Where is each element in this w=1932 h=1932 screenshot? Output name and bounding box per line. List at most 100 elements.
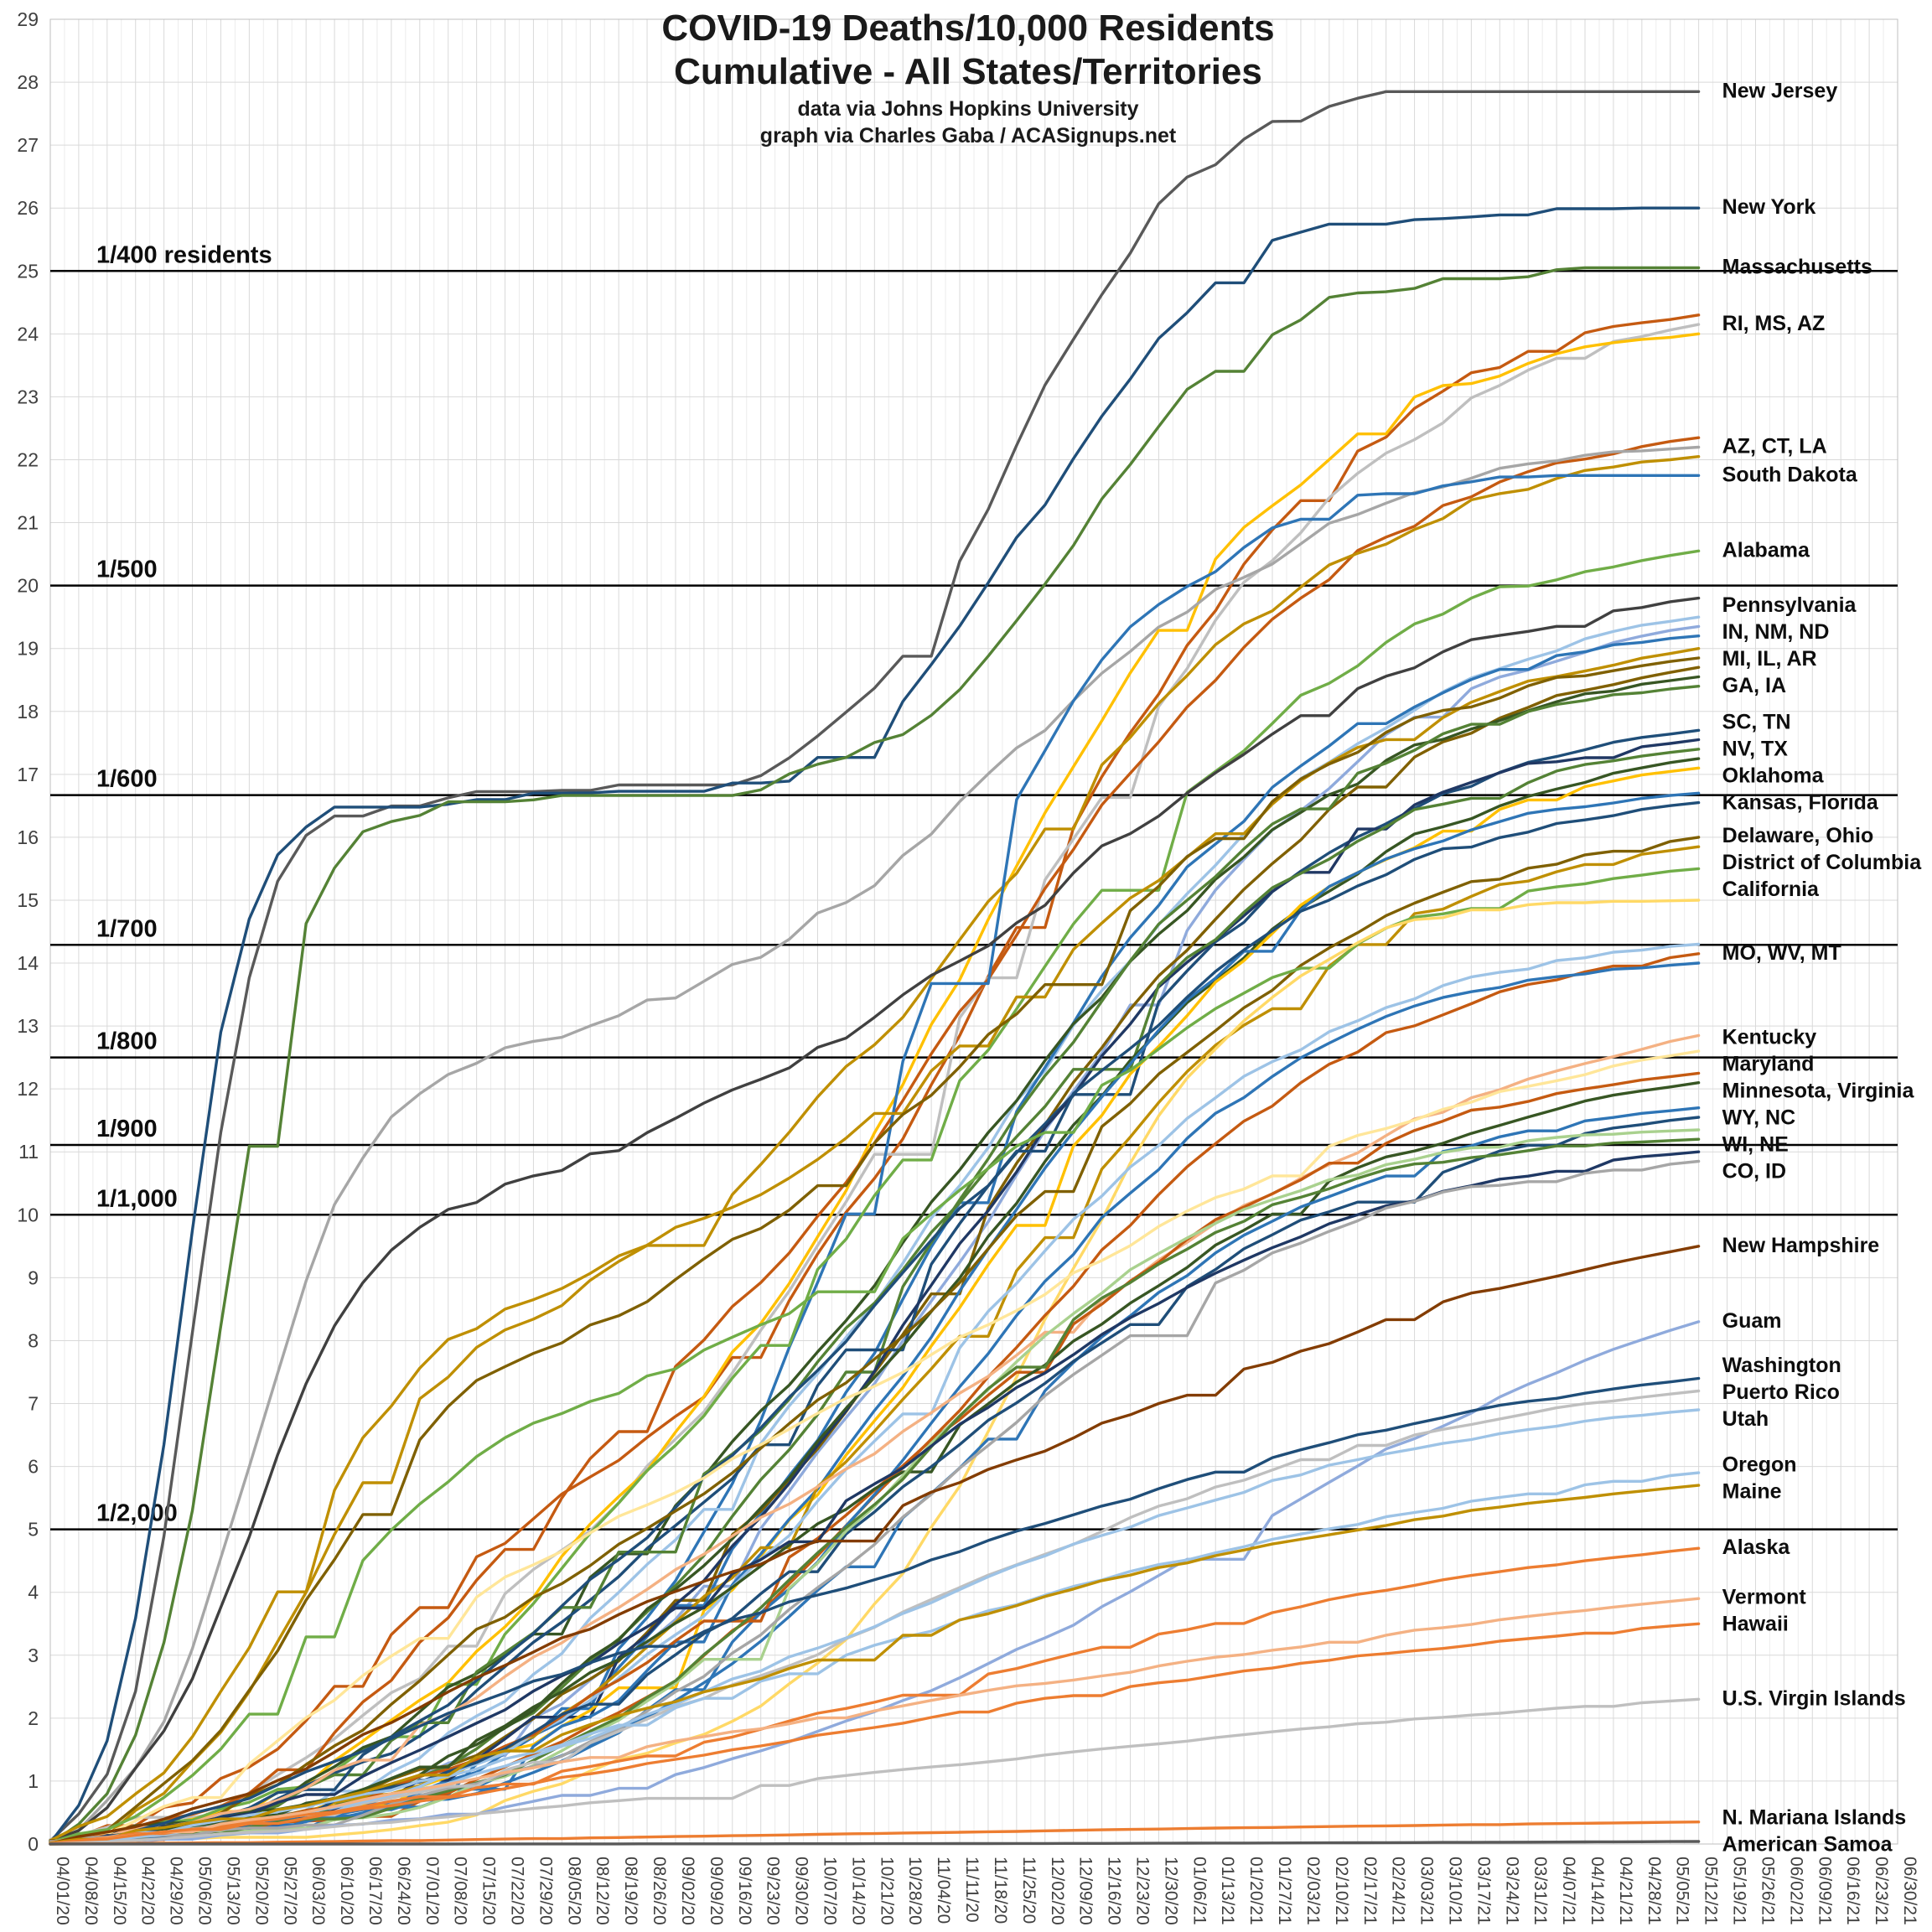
svg-text:06/09/21: 06/09/21 [1815, 1857, 1834, 1925]
svg-text:04/01/20: 04/01/20 [53, 1857, 72, 1925]
svg-text:Oklahoma: Oklahoma [1722, 764, 1825, 787]
svg-text:4: 4 [28, 1582, 39, 1603]
svg-text:03/03/21: 03/03/21 [1417, 1857, 1437, 1925]
svg-text:04/21/21: 04/21/21 [1616, 1857, 1635, 1925]
svg-text:11/11/20: 11/11/20 [962, 1857, 982, 1923]
svg-text:08/26/20: 08/26/20 [650, 1857, 669, 1925]
svg-text:07/22/20: 07/22/20 [508, 1857, 527, 1925]
svg-text:1/400 residents: 1/400 residents [96, 241, 272, 268]
svg-text:10/28/20: 10/28/20 [905, 1857, 925, 1925]
svg-text:01/06/21: 01/06/21 [1189, 1857, 1209, 1925]
svg-text:09/16/20: 09/16/20 [735, 1857, 754, 1925]
svg-text:11/04/20: 11/04/20 [934, 1857, 953, 1924]
svg-text:7: 7 [28, 1393, 39, 1415]
svg-text:17: 17 [17, 764, 39, 785]
svg-text:08/12/20: 08/12/20 [593, 1857, 612, 1925]
svg-text:1/1,000: 1/1,000 [96, 1185, 178, 1212]
svg-text:27: 27 [17, 134, 39, 156]
svg-text:Delaware, Ohio: Delaware, Ohio [1722, 824, 1874, 847]
svg-text:Maryland: Maryland [1722, 1052, 1815, 1075]
svg-text:Maine: Maine [1722, 1480, 1782, 1504]
svg-text:12: 12 [17, 1078, 39, 1100]
svg-text:10: 10 [17, 1204, 39, 1225]
svg-text:15: 15 [17, 889, 39, 911]
svg-text:05/27/20: 05/27/20 [280, 1857, 299, 1925]
svg-text:05/05/21: 05/05/21 [1673, 1857, 1692, 1925]
svg-text:04/08/20: 04/08/20 [81, 1857, 101, 1925]
svg-text:06/24/20: 06/24/20 [394, 1857, 413, 1925]
svg-text:New Hampshire: New Hampshire [1722, 1234, 1880, 1257]
svg-text:Cumulative - All States/Territ: Cumulative - All States/Territories [674, 51, 1262, 92]
svg-text:Hawaii: Hawaii [1722, 1612, 1789, 1635]
svg-text:02/10/21: 02/10/21 [1332, 1857, 1351, 1925]
svg-text:Minnesota, Virginia: Minnesota, Virginia [1722, 1079, 1915, 1102]
svg-text:12/09/20: 12/09/20 [1076, 1857, 1095, 1925]
svg-text:3: 3 [28, 1645, 39, 1666]
svg-text:02/03/21: 02/03/21 [1303, 1857, 1323, 1925]
svg-text:11/25/20: 11/25/20 [1019, 1857, 1039, 1924]
svg-text:6: 6 [28, 1456, 39, 1478]
svg-text:Guam: Guam [1722, 1309, 1782, 1333]
svg-text:11: 11 [18, 1141, 39, 1163]
svg-text:06/10/20: 06/10/20 [337, 1857, 356, 1925]
svg-text:06/03/20: 06/03/20 [308, 1857, 328, 1925]
svg-text:1/800: 1/800 [96, 1028, 158, 1055]
svg-text:1/500: 1/500 [96, 557, 158, 583]
svg-text:12/16/20: 12/16/20 [1105, 1857, 1124, 1925]
svg-text:10/14/20: 10/14/20 [848, 1857, 868, 1925]
svg-text:0: 0 [28, 1833, 39, 1855]
svg-text:01/20/21: 01/20/21 [1246, 1857, 1266, 1925]
svg-text:09/23/20: 09/23/20 [764, 1857, 783, 1925]
svg-text:16: 16 [17, 826, 39, 848]
svg-text:05/06/20: 05/06/20 [195, 1857, 215, 1925]
svg-text:U.S. Virgin Islands: U.S. Virgin Islands [1722, 1686, 1906, 1710]
svg-text:Kentucky: Kentucky [1722, 1025, 1817, 1049]
svg-text:04/07/21: 04/07/21 [1559, 1857, 1578, 1925]
svg-text:29: 29 [17, 8, 39, 30]
svg-text:WY, NC: WY, NC [1722, 1106, 1796, 1129]
svg-text:SC, TN: SC, TN [1722, 710, 1791, 733]
svg-text:1: 1 [28, 1770, 39, 1792]
svg-text:07/01/20: 07/01/20 [422, 1857, 442, 1925]
svg-text:18: 18 [17, 701, 39, 723]
svg-text:AZ, CT, LA: AZ, CT, LA [1722, 435, 1827, 458]
svg-text:01/27/21: 01/27/21 [1275, 1857, 1294, 1925]
svg-text:2: 2 [28, 1707, 39, 1729]
svg-text:American Samoa: American Samoa [1722, 1832, 1893, 1856]
svg-text:Alabama: Alabama [1722, 538, 1810, 562]
svg-text:12/02/20: 12/02/20 [1048, 1857, 1067, 1925]
svg-text:8: 8 [28, 1329, 39, 1351]
svg-text:08/05/20: 08/05/20 [564, 1857, 583, 1925]
svg-text:5: 5 [28, 1519, 39, 1541]
svg-text:02/24/21: 02/24/21 [1389, 1857, 1408, 1925]
svg-text:02/17/21: 02/17/21 [1360, 1857, 1380, 1925]
svg-text:24: 24 [17, 323, 39, 344]
svg-text:Alaska: Alaska [1722, 1536, 1791, 1559]
svg-text:data via Johns Hopkins Univers: data via Johns Hopkins University [797, 97, 1138, 121]
svg-text:06/30/21: 06/30/21 [1900, 1857, 1919, 1925]
svg-text:05/26/21: 05/26/21 [1758, 1857, 1777, 1925]
svg-text:1/600: 1/600 [96, 766, 158, 793]
svg-text:06/23/21: 06/23/21 [1872, 1857, 1891, 1925]
svg-text:California: California [1722, 878, 1820, 901]
svg-text:06/16/21: 06/16/21 [1843, 1857, 1862, 1925]
svg-text:NV, TX: NV, TX [1722, 737, 1789, 760]
svg-text:graph via Charles Gaba / ACASi: graph via Charles Gaba / ACASignups.net [760, 124, 1177, 148]
svg-text:12/30/20: 12/30/20 [1161, 1857, 1180, 1925]
svg-text:COVID-19 Deaths/10,000 Residen: COVID-19 Deaths/10,000 Residents [661, 8, 1274, 49]
svg-text:05/19/21: 05/19/21 [1730, 1857, 1749, 1925]
svg-text:IN, NM, ND: IN, NM, ND [1722, 620, 1830, 644]
svg-text:10/21/20: 10/21/20 [877, 1857, 896, 1925]
svg-text:14: 14 [17, 952, 39, 974]
svg-text:05/12/21: 05/12/21 [1702, 1857, 1721, 1925]
svg-text:MO, WV, MT: MO, WV, MT [1722, 941, 1841, 965]
svg-text:09/30/20: 09/30/20 [792, 1857, 811, 1925]
svg-text:District of Columbia: District of Columbia [1722, 851, 1923, 874]
svg-text:06/02/21: 06/02/21 [1786, 1857, 1805, 1925]
svg-text:Washington: Washington [1722, 1354, 1841, 1377]
svg-text:04/22/20: 04/22/20 [138, 1857, 158, 1925]
svg-text:23: 23 [17, 386, 39, 407]
svg-text:New York: New York [1722, 195, 1816, 219]
svg-text:Puerto Rico: Puerto Rico [1722, 1380, 1840, 1404]
svg-text:Kansas, Florida: Kansas, Florida [1722, 790, 1879, 814]
